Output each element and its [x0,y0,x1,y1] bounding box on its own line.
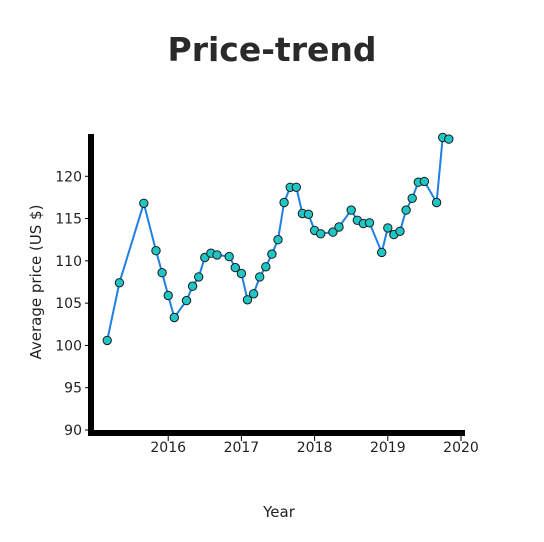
y-axis-ticks: 90 95 100 105 110 115 120 [55,169,91,439]
data-point [291,182,301,193]
data-point [151,246,161,256]
x-tick-label: 2016 [150,440,186,456]
y-tick-label: 90 [64,423,82,439]
data-point [163,290,173,301]
data-point [157,268,167,278]
data-point [248,289,259,299]
data-point [224,251,234,262]
data-point [346,205,356,215]
x-tick-label: 2018 [297,440,333,456]
data-point [407,193,417,204]
y-tick-label: 110 [55,254,82,270]
data-point [383,223,393,233]
x-tick-label: 2020 [443,440,479,456]
data-point [242,295,253,305]
data-point [230,262,241,273]
y-tick-label: 105 [55,296,82,312]
data-point [267,249,277,259]
data-point [377,247,387,258]
data-points [102,132,454,346]
y-tick-label: 120 [55,169,82,185]
data-point [444,134,454,144]
data-point [419,176,430,187]
data-point [169,312,180,323]
data-point [181,295,192,306]
y-tick-label: 100 [55,338,82,354]
data-point [102,335,112,346]
data-point [316,229,326,239]
data-point [273,235,283,245]
data-point [431,197,442,208]
data-point [328,227,338,237]
data-point [395,226,405,237]
data-point [255,272,265,282]
data-point [303,209,314,220]
data-point [212,250,222,260]
data-point [261,262,271,272]
x-axis-ticks: 2016 2017 2018 2019 2020 [150,436,479,456]
x-axis-label: Year [262,503,296,521]
data-point [279,197,289,208]
chart-title: Price-trend [168,30,377,69]
y-tick-label: 95 [64,381,82,397]
data-point [364,218,375,228]
x-tick-label: 2017 [224,440,260,456]
data-point [334,222,344,232]
data-point [401,205,411,215]
data-point [139,198,149,209]
data-point [114,278,125,288]
x-tick-label: 2019 [370,440,406,456]
data-point [194,272,204,282]
data-point [236,268,247,279]
y-axis-label: Average price (US $) [27,205,45,360]
data-point [187,281,198,291]
y-tick-label: 115 [55,212,82,228]
